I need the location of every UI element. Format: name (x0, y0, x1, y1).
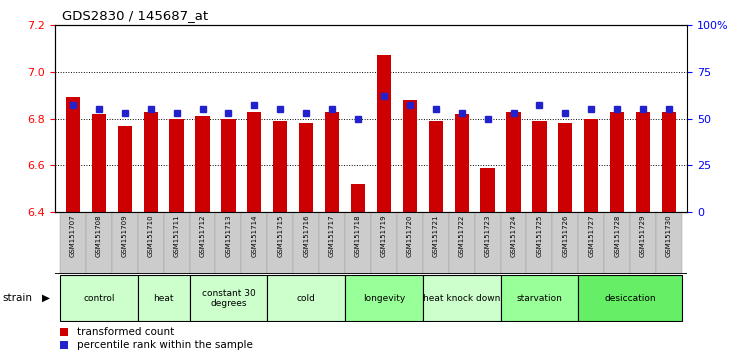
Text: GSM151711: GSM151711 (174, 214, 180, 257)
Text: GSM151728: GSM151728 (614, 214, 620, 257)
Text: longevity: longevity (363, 294, 405, 303)
Bar (273, 121, 287, 212)
Text: GSM151709: GSM151709 (122, 214, 128, 257)
Bar (345, 275, 423, 321)
Bar (268, 212, 293, 274)
Bar (195, 116, 210, 212)
Text: GSM151719: GSM151719 (381, 214, 387, 257)
Text: GSM151730: GSM151730 (666, 214, 672, 257)
Text: GSM151724: GSM151724 (510, 214, 517, 257)
Text: starvation: starvation (517, 294, 562, 303)
Bar (221, 119, 235, 212)
Bar (605, 212, 630, 274)
Text: GSM151710: GSM151710 (148, 214, 154, 257)
Bar (610, 112, 624, 212)
Bar (449, 212, 474, 274)
Bar (216, 212, 241, 274)
Bar (143, 112, 158, 212)
Bar (376, 55, 391, 212)
Bar (268, 275, 345, 321)
Bar (299, 123, 314, 212)
Bar (325, 112, 339, 212)
Text: GSM151708: GSM151708 (96, 214, 102, 257)
Bar (137, 275, 189, 321)
Bar (423, 212, 449, 274)
Bar (371, 212, 397, 274)
Bar (474, 212, 501, 274)
Bar (584, 119, 599, 212)
Text: GSM151727: GSM151727 (588, 214, 594, 257)
Text: strain: strain (2, 293, 32, 303)
Bar (526, 212, 553, 274)
Text: desiccation: desiccation (605, 294, 656, 303)
Bar (397, 212, 423, 274)
Text: GSM151718: GSM151718 (355, 214, 361, 257)
Bar (636, 112, 650, 212)
Text: GSM151720: GSM151720 (407, 214, 413, 257)
Bar (319, 212, 345, 274)
Bar (501, 212, 526, 274)
Text: GSM151712: GSM151712 (200, 214, 205, 257)
Bar (137, 212, 164, 274)
Bar (532, 121, 547, 212)
Bar (553, 212, 578, 274)
Bar (92, 114, 106, 212)
Bar (423, 275, 501, 321)
Text: GSM151707: GSM151707 (70, 214, 76, 257)
Bar (241, 212, 268, 274)
Bar (60, 212, 86, 274)
Text: GSM151725: GSM151725 (537, 214, 542, 257)
Text: GSM151722: GSM151722 (458, 214, 465, 257)
Text: GSM151713: GSM151713 (225, 214, 232, 257)
Text: heat: heat (154, 294, 174, 303)
Text: GSM151715: GSM151715 (277, 214, 284, 257)
Bar (170, 119, 183, 212)
Text: GSM151714: GSM151714 (251, 214, 257, 257)
Text: GSM151721: GSM151721 (433, 214, 439, 257)
Bar (351, 184, 366, 212)
Text: GSM151716: GSM151716 (303, 214, 309, 257)
Bar (66, 97, 80, 212)
Bar (118, 126, 132, 212)
Bar (455, 114, 469, 212)
Text: control: control (83, 294, 115, 303)
Text: GDS2830 / 145687_at: GDS2830 / 145687_at (62, 9, 208, 22)
Bar (164, 212, 189, 274)
Bar (558, 123, 572, 212)
Text: GSM151723: GSM151723 (485, 214, 491, 257)
Bar (428, 121, 443, 212)
Text: cold: cold (297, 294, 316, 303)
Text: heat knock down: heat knock down (423, 294, 501, 303)
Text: constant 30
degrees: constant 30 degrees (202, 289, 255, 308)
Bar (662, 112, 676, 212)
Text: GSM151726: GSM151726 (562, 214, 568, 257)
Bar (86, 212, 112, 274)
Text: GSM151717: GSM151717 (329, 214, 335, 257)
Bar (189, 212, 216, 274)
Bar (247, 112, 262, 212)
Text: ▶: ▶ (42, 293, 50, 303)
Text: GSM151729: GSM151729 (640, 214, 646, 257)
Bar (60, 275, 137, 321)
Bar (656, 212, 682, 274)
Bar (630, 212, 656, 274)
Bar (345, 212, 371, 274)
Bar (403, 100, 417, 212)
Bar (578, 212, 605, 274)
Bar (189, 275, 268, 321)
Bar (480, 168, 495, 212)
Bar (112, 212, 137, 274)
Legend: transformed count, percentile rank within the sample: transformed count, percentile rank withi… (60, 327, 253, 350)
Bar (501, 275, 578, 321)
Bar (293, 212, 319, 274)
Bar (507, 112, 520, 212)
Bar (578, 275, 682, 321)
